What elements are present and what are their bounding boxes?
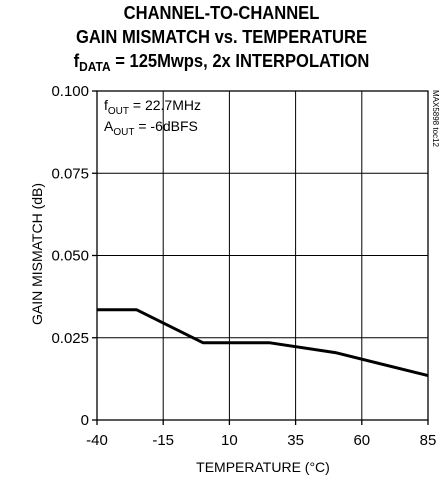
chart-title-line-1: CHANNEL-TO-CHANNEL: [123, 3, 320, 23]
x-axis-title: TEMPERATURE (°C): [196, 459, 330, 475]
annotation-aout: AOUT = -6dBFS: [104, 118, 198, 138]
x-tick-label: 35: [287, 432, 304, 449]
annotation-fout: fOUT = 22.7MHz: [104, 97, 201, 117]
chart-subtitle: fDATA = 125Mwps, 2x INTERPOLATION: [18, 49, 426, 75]
y-tick-label: 0.075: [51, 165, 89, 182]
series-line: [97, 308, 429, 378]
tick-marks: [92, 90, 429, 425]
subtitle-subscript: DATA: [79, 59, 111, 74]
y-tick-label: 0.050: [51, 248, 89, 265]
grid-lines: [97, 91, 428, 420]
x-tick-label: 85: [420, 432, 437, 449]
x-tick-label: -15: [152, 432, 174, 449]
x-tick-label: 60: [353, 432, 370, 449]
x-tick-labels: -40 -15 10 35 60 85: [86, 432, 436, 449]
y-axis-title: GAIN MISMATCH (dB): [29, 183, 45, 325]
y-tick-label: 0: [81, 412, 89, 429]
x-tick-label: -40: [86, 432, 108, 449]
subtitle-suffix: = 125Mwps, 2x INTERPOLATION: [110, 51, 370, 71]
chart-title-line-2: GAIN MISMATCH vs. TEMPERATURE: [75, 27, 368, 47]
y-tick-label: 0.025: [51, 330, 89, 347]
x-tick-label: 10: [221, 432, 238, 449]
y-tick-label: 0.100: [51, 83, 89, 100]
figure-id: MAX5898 toc12: [431, 90, 440, 147]
y-tick-labels: 0 0.025 0.050 0.075 0.100: [51, 83, 89, 429]
subtitle-prefix: f: [73, 51, 80, 71]
